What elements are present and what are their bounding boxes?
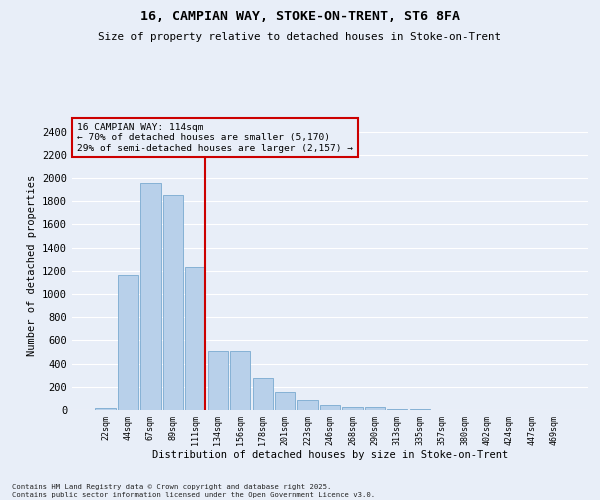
Bar — [118, 276, 138, 410]
Bar — [320, 406, 340, 410]
X-axis label: Distribution of detached houses by size in Stoke-on-Trent: Distribution of detached houses by size … — [152, 450, 508, 460]
Text: 16 CAMPIAN WAY: 114sqm
← 70% of detached houses are smaller (5,170)
29% of semi-: 16 CAMPIAN WAY: 114sqm ← 70% of detached… — [77, 123, 353, 152]
Bar — [253, 378, 273, 410]
Bar — [95, 408, 116, 410]
Text: Contains HM Land Registry data © Crown copyright and database right 2025.
Contai: Contains HM Land Registry data © Crown c… — [12, 484, 375, 498]
Text: 16, CAMPIAN WAY, STOKE-ON-TRENT, ST6 8FA: 16, CAMPIAN WAY, STOKE-ON-TRENT, ST6 8FA — [140, 10, 460, 23]
Bar — [275, 392, 295, 410]
Bar — [140, 182, 161, 410]
Bar — [343, 406, 362, 410]
Y-axis label: Number of detached properties: Number of detached properties — [26, 174, 37, 356]
Bar — [185, 268, 205, 410]
Bar — [387, 409, 407, 410]
Bar — [298, 400, 317, 410]
Bar — [163, 196, 183, 410]
Text: Size of property relative to detached houses in Stoke-on-Trent: Size of property relative to detached ho… — [98, 32, 502, 42]
Bar — [365, 407, 385, 410]
Bar — [208, 351, 228, 410]
Bar — [230, 351, 250, 410]
